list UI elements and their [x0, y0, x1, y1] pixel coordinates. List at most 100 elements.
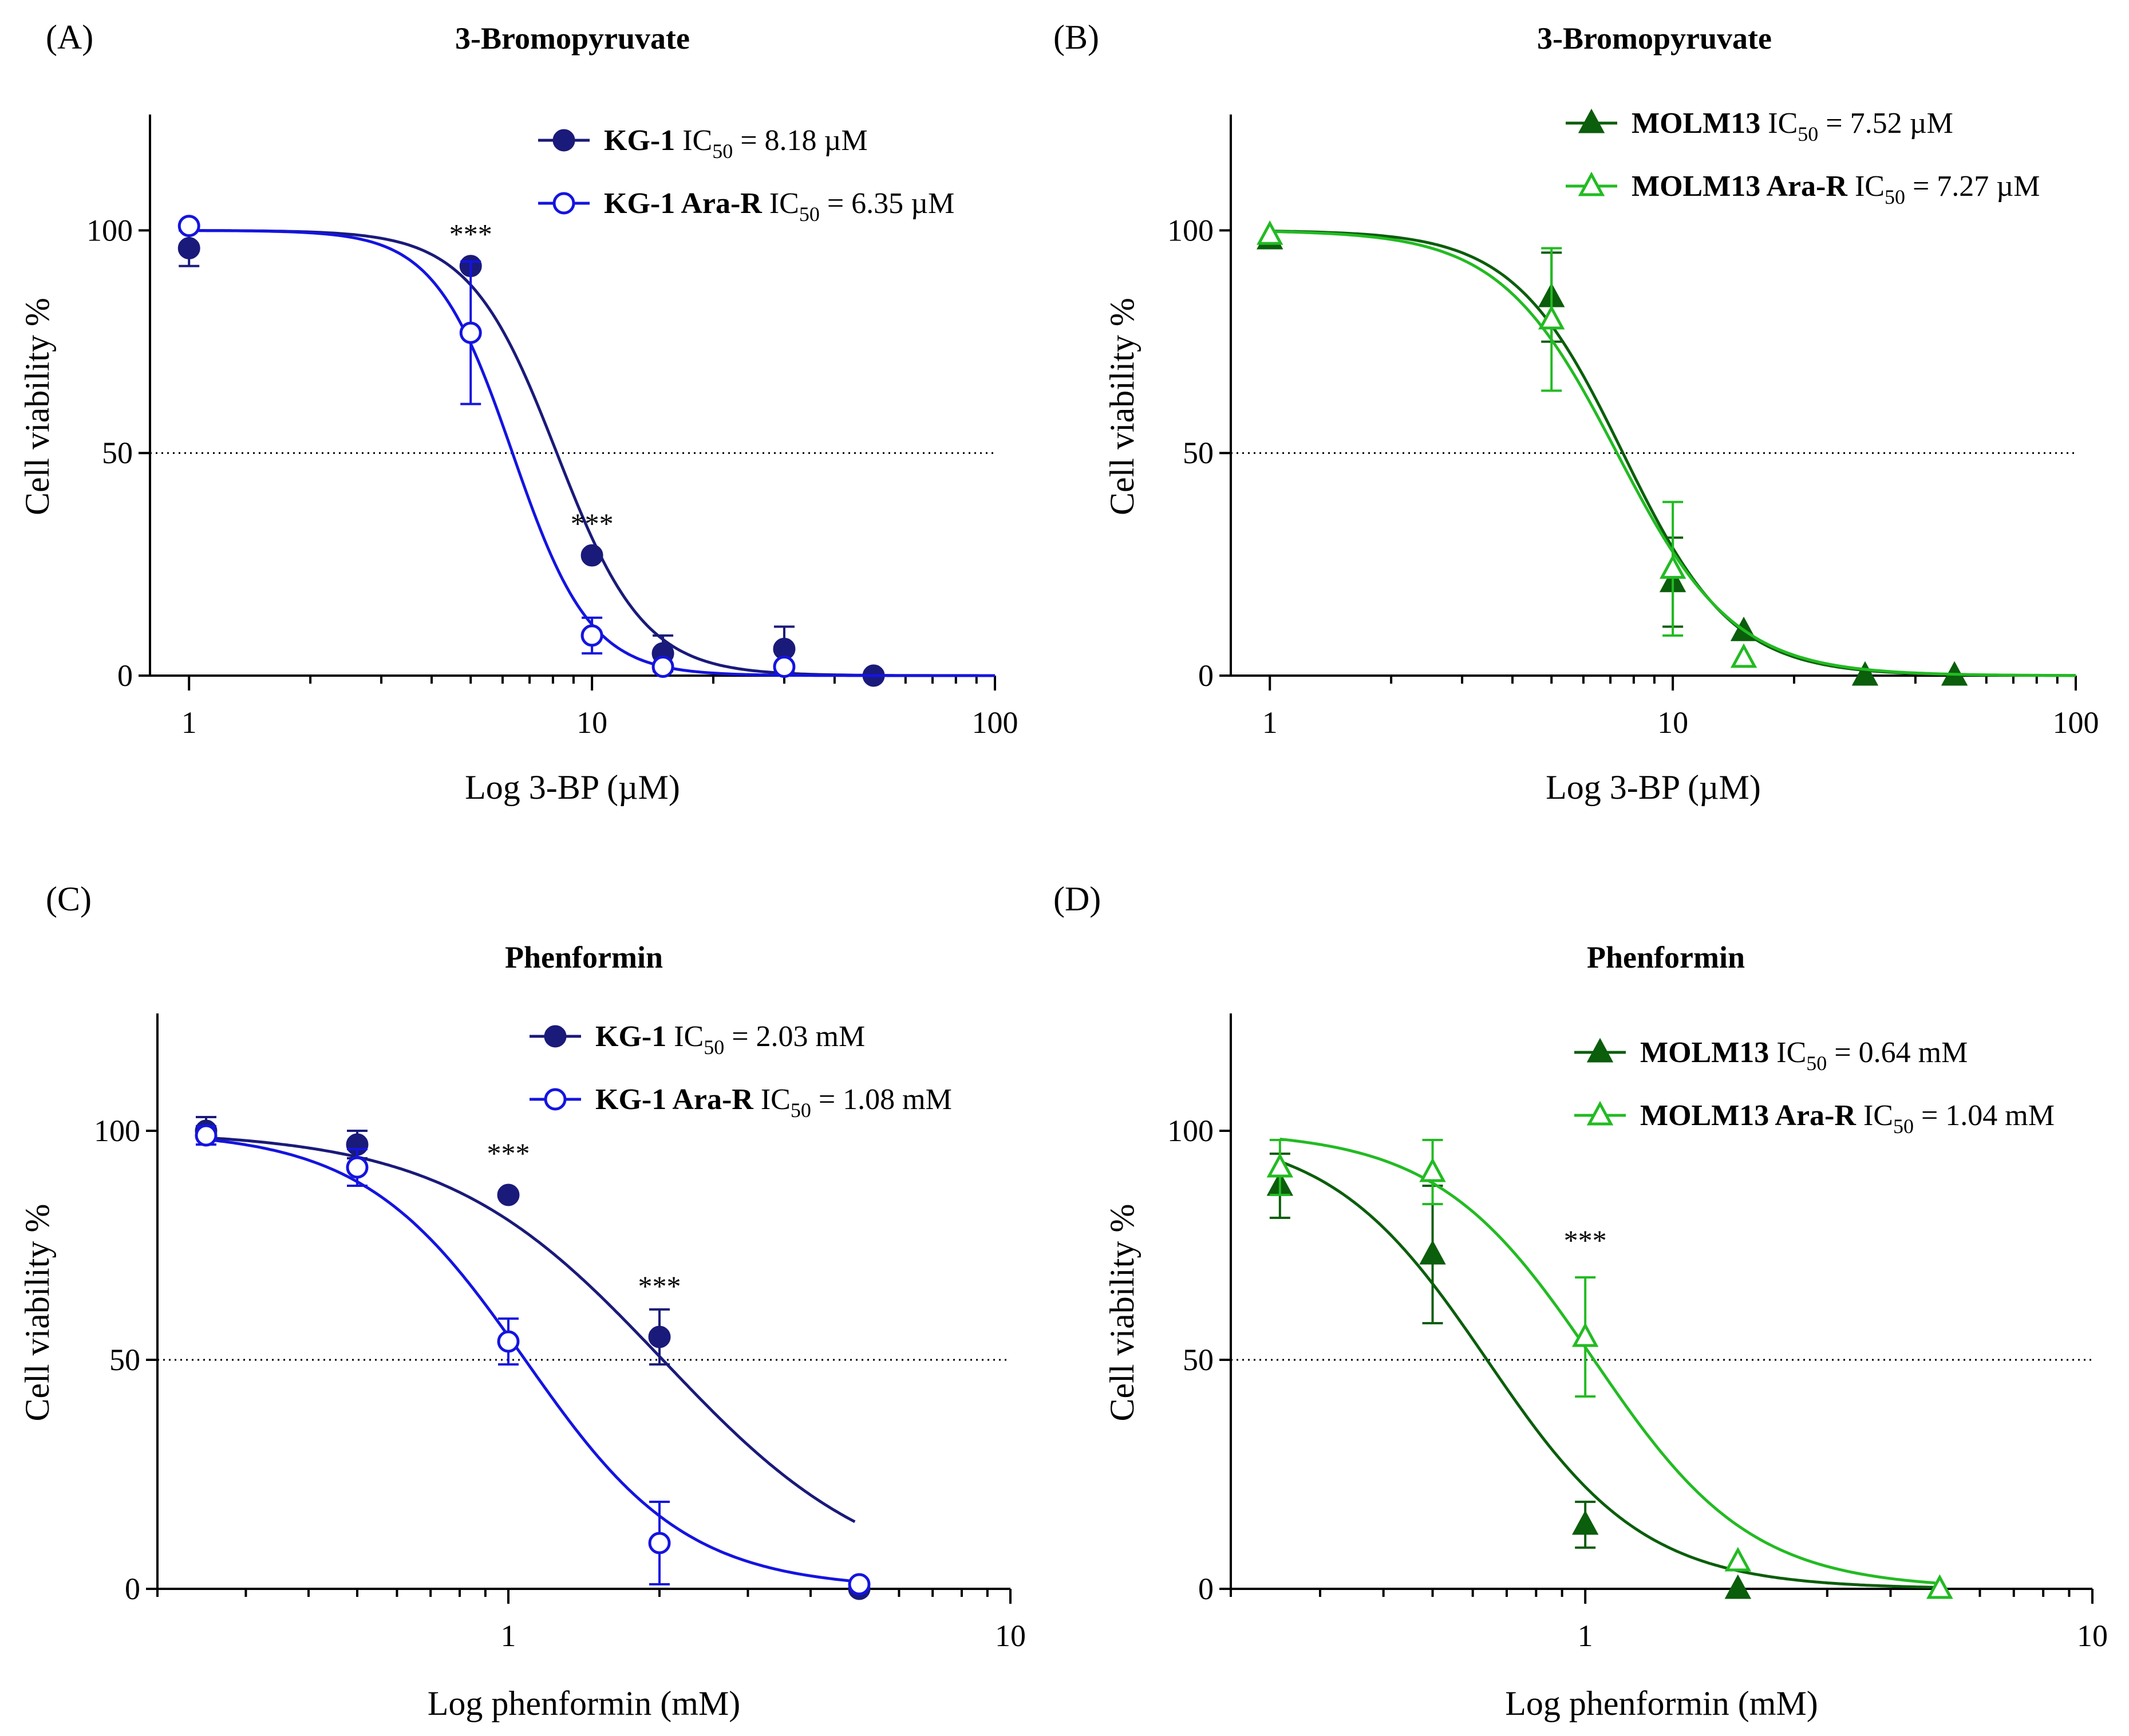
y-tick-label: 0 [1198, 1572, 1214, 1606]
y-axis-label: Cell viability % [18, 1204, 56, 1422]
legend-label: KG-1 IC50 = 8.18 µM [604, 124, 868, 163]
legend-series-name: KG-1 Ara-R [604, 187, 763, 220]
y-tick-label: 0 [1198, 658, 1214, 693]
legend-marker [1578, 171, 1605, 196]
legend-series-name: MOLM13 [1632, 107, 1760, 140]
x-axis-label: Log phenformin (mM) [428, 1684, 741, 1722]
data-point [1266, 1153, 1294, 1178]
chart-title: Phenformin [1587, 940, 1745, 974]
data-point [177, 237, 200, 260]
x-tick-label: 1 [500, 1619, 516, 1653]
y-tick-label: 100 [1167, 213, 1214, 247]
y-tick-label: 100 [86, 213, 133, 247]
legend-label: MOLM13 Ara-R IC50 = 7.27 µM [1632, 170, 2040, 208]
chart-panel-b: (B) 3-Bromopyruvate 0 50 100 1 10 100 Log 3-BP (… [1053, 18, 2099, 806]
data-point [1659, 554, 1686, 579]
legend-label: KG-1 Ara-R IC50 = 6.35 µM [604, 187, 954, 226]
data-point [1724, 1546, 1752, 1572]
legend-item: KG-1 Ara-R IC50 = 1.08 mM [530, 1083, 952, 1122]
legend-series-name: KG-1 Ara-R [595, 1083, 754, 1116]
legend: KG-1 IC50 = 8.18 µM KG-1 Ara-R IC50 = 6.3… [538, 124, 954, 226]
data-point [195, 1124, 218, 1147]
legend-marker [544, 1025, 567, 1048]
legend-ic-subscript: 50 [1893, 1115, 1914, 1138]
legend-marker [552, 192, 575, 215]
x-axis-label: Log 3-BP (µM) [1546, 768, 1761, 806]
legend-label: MOLM13 Ara-R IC50 = 1.04 mM [1640, 1099, 2055, 1138]
significance-stars: *** [449, 218, 492, 250]
legend-ic-prefix: IC [753, 1083, 791, 1116]
data-point [1538, 305, 1565, 330]
legend-label: MOLM13 IC50 = 0.64 mM [1640, 1036, 1968, 1075]
legend-ic50-value: 1.08 mM [843, 1083, 952, 1116]
legend-item: KG-1 IC50 = 8.18 µM [538, 124, 868, 163]
fit-curve [1279, 1138, 1936, 1585]
legend-ic-prefix: IC [1847, 170, 1885, 203]
series-molm13-ara-r [1266, 1138, 1953, 1599]
legend-series-name: MOLM13 Ara-R [1640, 1099, 1857, 1132]
legend-ic-subscript: 50 [712, 140, 733, 163]
data-point [651, 655, 674, 678]
chart-panel-d: (D) Phenformin 0 50 100 1 10 Log phenformin (mM… [1053, 880, 2108, 1722]
x-tick-label: 1 [181, 705, 197, 740]
legend-item: KG-1 Ara-R IC50 = 6.35 µM [538, 187, 954, 226]
panel-label: (B) [1053, 18, 1099, 56]
fit-curve [206, 1136, 856, 1524]
y-tick-label: 0 [117, 658, 133, 693]
significance-stars: *** [487, 1137, 530, 1169]
fit-curve [1279, 1160, 1936, 1589]
legend-ic-equals: = [1905, 170, 1937, 203]
legend-ic-equals: = [724, 1020, 756, 1053]
x-tick-label: 10 [995, 1619, 1026, 1653]
x-tick-label: 100 [972, 705, 1018, 740]
chart-panel-a: (A) 3-Bromopyruvate 0 50 100 1 10 100 Log 3-BP (… [18, 18, 1018, 806]
legend-item: MOLM13 IC50 = 7.52 µM [1566, 107, 1953, 145]
legend-marker [1586, 1037, 1614, 1063]
y-tick-label: 100 [94, 1114, 140, 1148]
legend-ic-equals: = [1827, 1036, 1858, 1069]
legend-ic50-value: 0.64 mM [1859, 1036, 1968, 1069]
y-tick-label: 0 [125, 1572, 140, 1606]
legend-label: KG-1 IC50 = 2.03 mM [595, 1020, 865, 1059]
legend-ic-subscript: 50 [704, 1036, 724, 1059]
fit-curve [206, 1138, 855, 1583]
legend-marker [544, 1088, 567, 1111]
x-tick-label: 1 [1262, 705, 1278, 740]
legend-series-name: MOLM13 Ara-R [1632, 170, 1848, 203]
data-point [497, 1330, 520, 1353]
data-point [1851, 661, 1879, 686]
significance-stars: *** [571, 507, 614, 539]
legend-ic-equals: = [733, 124, 764, 157]
legend-ic-equals: = [1914, 1099, 1945, 1132]
data-point [580, 544, 603, 567]
chart-panel-c: (C) Phenformin 0 50 100 1 10 Log phenformin (mM… [18, 880, 1026, 1722]
legend-ic-prefix: IC [1769, 1036, 1806, 1069]
legend-label: KG-1 Ara-R IC50 = 1.08 mM [595, 1083, 952, 1122]
legend-ic-prefix: IC [1856, 1099, 1893, 1132]
legend-marker [1586, 1100, 1614, 1126]
series-kg-1-ara-r [195, 1124, 871, 1596]
y-tick-label: 50 [1183, 436, 1214, 470]
data-point [1257, 220, 1283, 245]
legend-ic-equals: = [811, 1083, 843, 1116]
x-tick-label: 100 [2053, 705, 2099, 740]
legend-series-name: KG-1 [604, 124, 675, 157]
data-point [1926, 1574, 1953, 1599]
data-point [1571, 1322, 1599, 1347]
panel-label: (D) [1053, 880, 1101, 918]
data-point [459, 321, 482, 344]
series-kg-1 [195, 1116, 871, 1600]
data-point [497, 1183, 520, 1206]
legend-ic-subscript: 50 [1798, 123, 1818, 145]
data-point [177, 215, 200, 238]
data-point [346, 1156, 369, 1179]
legend-marker [1578, 108, 1605, 133]
y-tick-label: 50 [1183, 1343, 1214, 1377]
y-tick-label: 50 [102, 436, 133, 470]
significance-stars: *** [1564, 1224, 1607, 1256]
x-tick-label: 10 [1657, 705, 1688, 740]
data-point [773, 655, 796, 678]
